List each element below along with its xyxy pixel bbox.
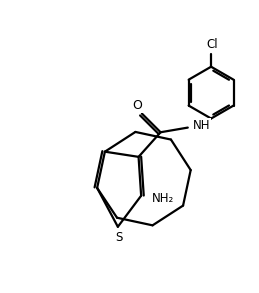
Text: NH₂: NH₂ — [152, 192, 174, 205]
Text: S: S — [116, 231, 123, 244]
Text: NH: NH — [192, 119, 210, 132]
Text: O: O — [132, 99, 142, 112]
Text: Cl: Cl — [207, 38, 218, 51]
